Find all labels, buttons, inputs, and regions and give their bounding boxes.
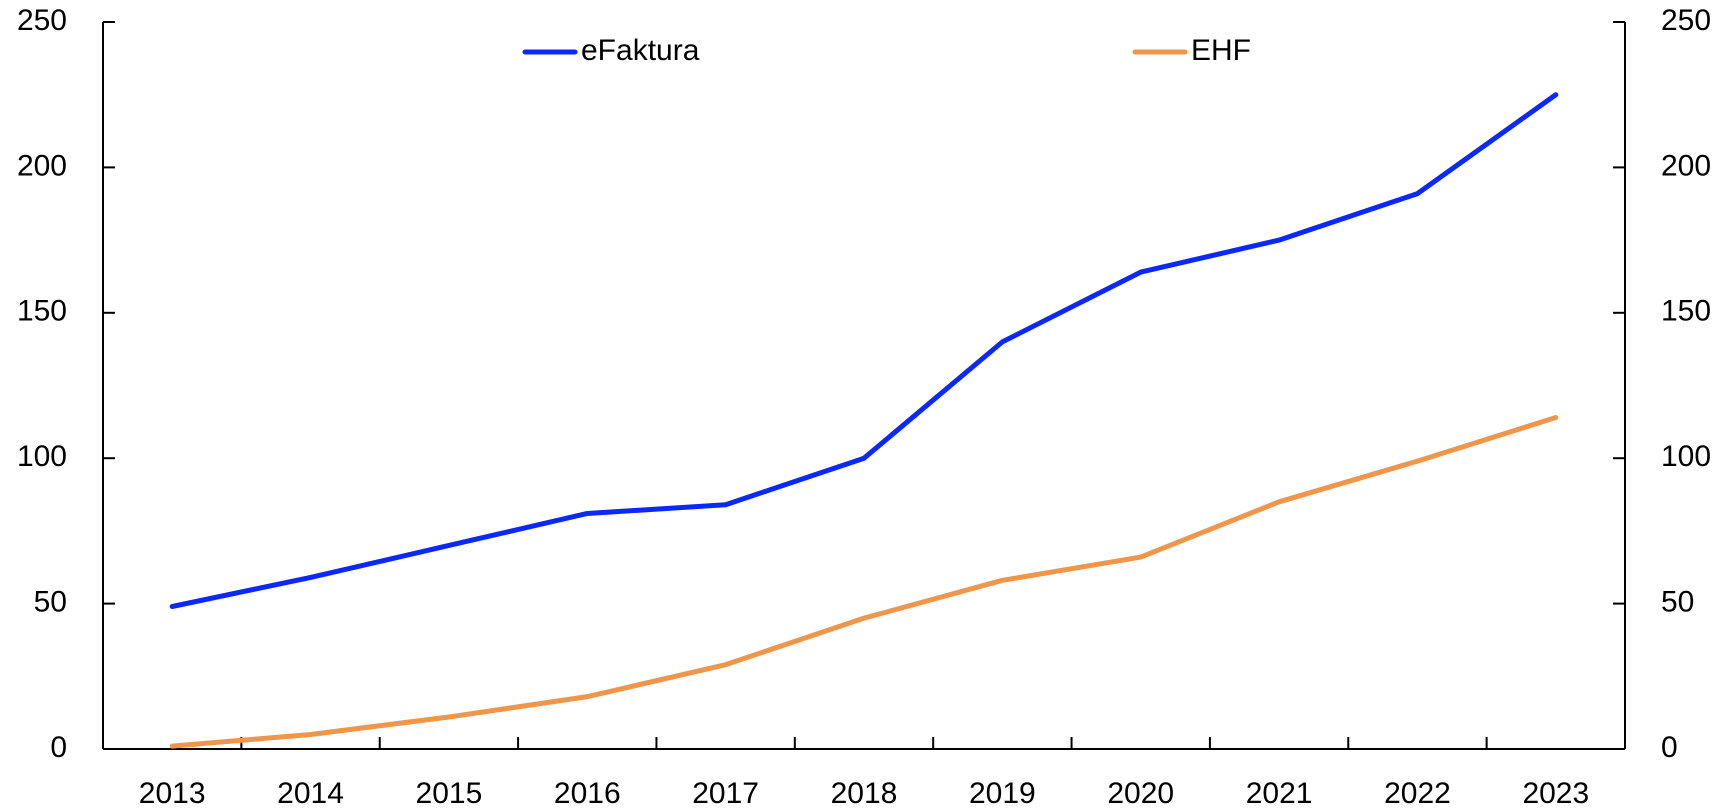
y2-tick-label: 0 xyxy=(1661,731,1678,764)
y2-tick-label: 150 xyxy=(1661,295,1711,328)
y-tick-label: 150 xyxy=(17,295,67,328)
x-tick-label: 2013 xyxy=(139,777,206,810)
x-tick-label: 2023 xyxy=(1522,777,1589,810)
y-tick-label: 0 xyxy=(50,731,67,764)
y-tick-label: 200 xyxy=(17,149,67,182)
x-tick-label: 2018 xyxy=(831,777,898,810)
x-tick-label: 2019 xyxy=(969,777,1036,810)
y-tick-label: 100 xyxy=(17,440,67,473)
legend-label: eFaktura xyxy=(581,34,700,67)
x-tick-label: 2021 xyxy=(1246,777,1313,810)
y2-tick-label: 100 xyxy=(1661,440,1711,473)
line-series xyxy=(169,92,1559,610)
y-tick-label: 50 xyxy=(34,586,67,619)
y2-tick-label: 200 xyxy=(1661,149,1711,182)
x-tick-label: 2020 xyxy=(1107,777,1174,810)
y2-tick-label: 50 xyxy=(1661,586,1694,619)
line-series xyxy=(169,414,1559,749)
x-tick-label: 2015 xyxy=(416,777,483,810)
x-tick-label: 2022 xyxy=(1384,777,1451,810)
x-tick-label: 2016 xyxy=(554,777,621,810)
y2-tick-label: 250 xyxy=(1661,4,1711,37)
y-tick-label: 250 xyxy=(17,4,67,37)
legend-label: EHF xyxy=(1191,34,1251,67)
x-tick-label: 2014 xyxy=(277,777,344,810)
x-tick-label: 2017 xyxy=(692,777,759,810)
